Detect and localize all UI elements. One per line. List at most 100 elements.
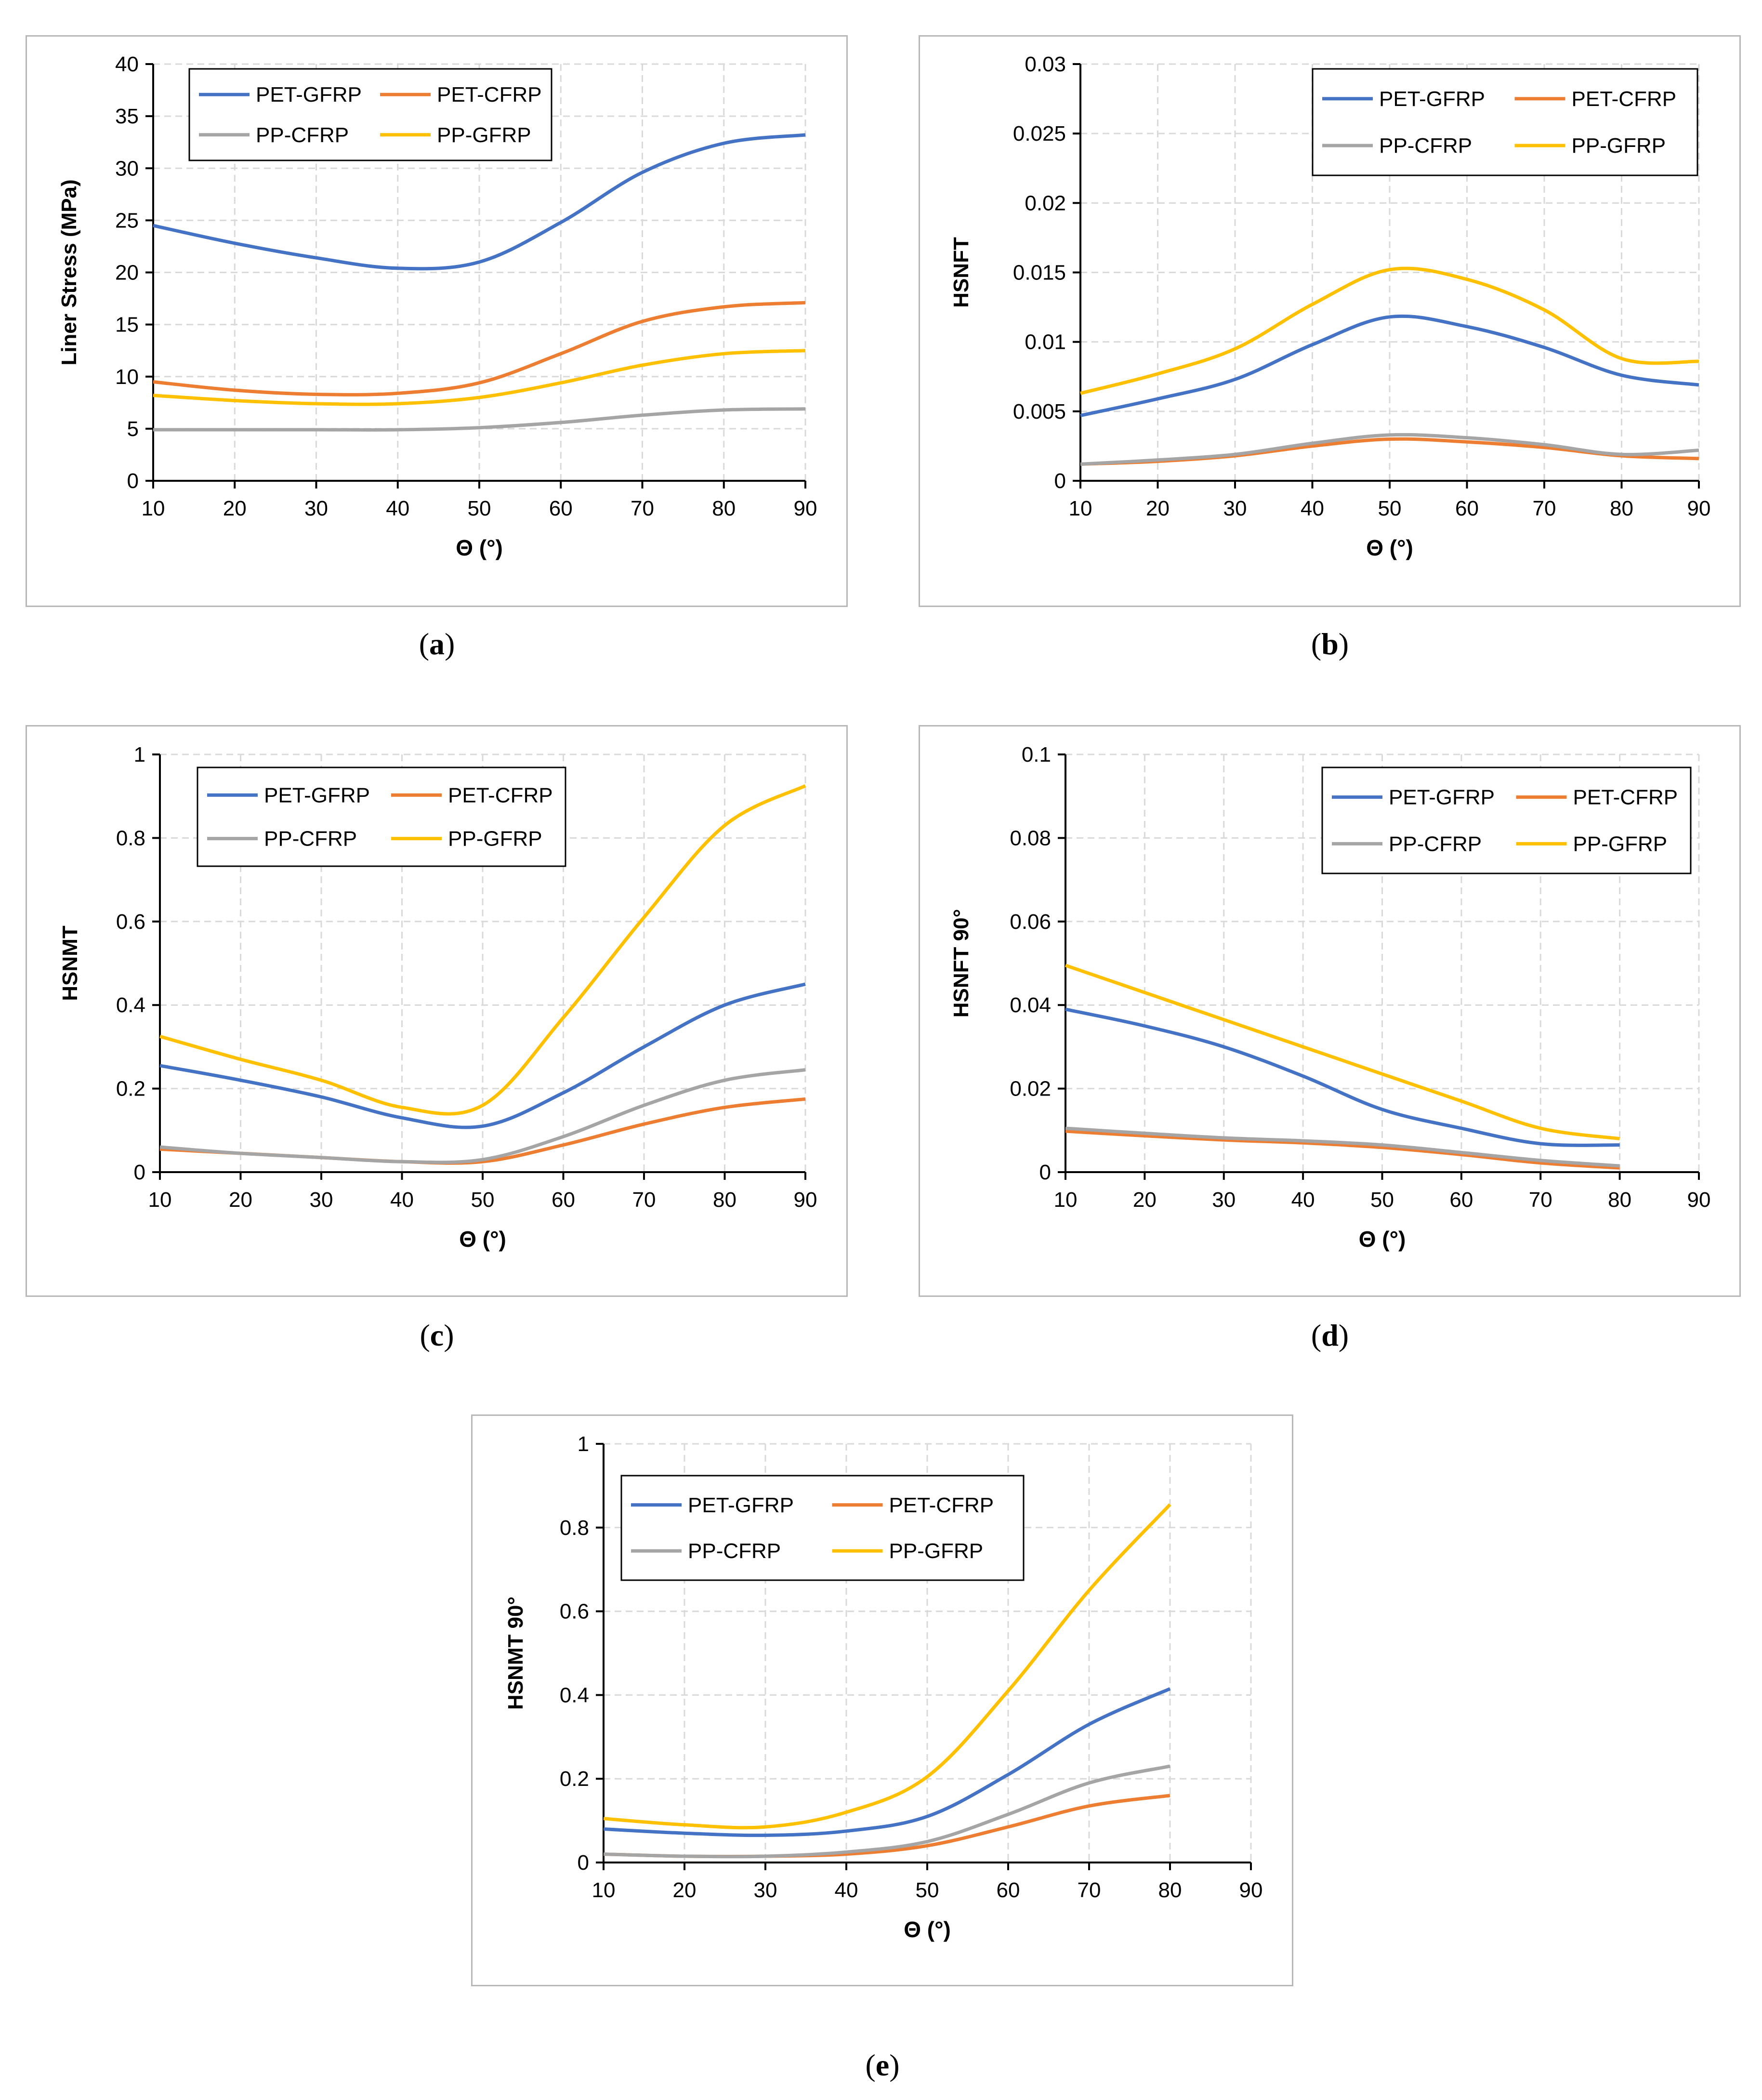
x-tick-label: 70 (1533, 497, 1556, 520)
x-tick-label: 20 (223, 497, 247, 520)
x-tick-label: 30 (1212, 1188, 1236, 1212)
series-line-pet-cfrp (153, 301, 806, 396)
series-line-pet-gfrp (159, 982, 806, 1129)
y-tick-label: 0 (1039, 1161, 1051, 1184)
series-line-pet-gfrp (1080, 314, 1699, 417)
x-tick-label: 10 (1069, 497, 1092, 520)
x-tick-label: 50 (1378, 497, 1402, 520)
x-axis-label: Θ (°) (1359, 1227, 1406, 1252)
y-tick-label: 0.2 (116, 1077, 145, 1101)
legend: PET-GFRP PET-CFRP PP-CFRP PP-GFRP (188, 68, 552, 161)
series-line-pp-gfrp (159, 784, 806, 1116)
series-line-pet-gfrp (153, 133, 806, 271)
x-tick-label: 60 (1455, 497, 1479, 520)
legend-box (197, 766, 566, 867)
y-tick-label: 10 (115, 365, 139, 389)
panel-e-caption: (e) (865, 2048, 900, 2082)
x-axis-label: Θ (°) (1366, 535, 1413, 560)
y-tick-label: 0.08 (1010, 826, 1051, 850)
series-line-pet-gfrp (1065, 1007, 1620, 1147)
x-tick-label: 50 (468, 497, 491, 520)
x-tick-label: 90 (794, 497, 817, 520)
chart-d: 10 20 30 40 50 60 70 80 90 0 0.02 0.04 0.06 0.08 0.1 Θ … (949, 743, 1710, 1252)
y-tick-label: 0.2 (560, 1767, 589, 1791)
y-tick-label: 0.005 (1013, 400, 1066, 423)
series-line-pp-cfrp (159, 1068, 806, 1164)
x-tick-label: 50 (1370, 1188, 1394, 1212)
series-line-pp-cfrp (603, 1764, 1170, 1859)
legend: PET-GFRP PET-CFRP PP-CFRP PP-GFRP (1312, 68, 1698, 176)
y-tick-label: 0.8 (116, 826, 145, 850)
series-line-pp-gfrp (603, 1503, 1171, 1830)
x-tick-label: 90 (1687, 497, 1711, 520)
panel-c-caption: (c) (420, 1318, 454, 1352)
legend: PET-GFRP PET-CFRP PP-CFRP PP-GFRP (197, 766, 566, 867)
x-tick-label: 10 (592, 1878, 616, 1902)
series-line-pp-gfrp (153, 349, 806, 406)
legend-label: PP-CFRP (264, 827, 357, 851)
chart-b: 10 20 30 40 50 60 70 80 90 0 0.005 0.01 0.015 0.02 0.0… (949, 53, 1710, 560)
x-axis-label: Θ (°) (459, 1227, 506, 1252)
y-tick-label: 40 (115, 53, 139, 76)
x-tick-label: 20 (673, 1878, 697, 1902)
x-axis-label: Θ (°) (456, 535, 503, 560)
panel-a-caption: (a) (419, 627, 455, 661)
y-tick-label: 0.4 (560, 1683, 589, 1707)
x-tick-label: 20 (229, 1188, 252, 1212)
y-tick-label: 30 (115, 157, 139, 180)
legend-label: PET-CFRP (437, 83, 542, 106)
y-tick-label: 0.01 (1025, 330, 1066, 354)
y-axis-label: HSNFT (949, 237, 973, 308)
y-tick-label: 0.015 (1013, 261, 1066, 285)
x-tick-label: 80 (712, 497, 736, 520)
legend-label: PP-CFRP (256, 123, 349, 147)
x-tick-label: 40 (1301, 497, 1324, 520)
y-axis-label: HSNMT 90° (504, 1597, 527, 1710)
legend-label: PET-CFRP (889, 1493, 994, 1517)
panel-d-caption: (d) (1311, 1318, 1349, 1352)
x-tick-label: 20 (1146, 497, 1170, 520)
x-tick-label: 30 (754, 1878, 777, 1902)
x-tick-label: 70 (1078, 1878, 1101, 1902)
legend-label: PP-GFRP (889, 1539, 984, 1563)
y-tick-label: 0.4 (116, 993, 145, 1017)
x-tick-label: 30 (1223, 497, 1247, 520)
x-tick-label: 70 (631, 497, 654, 520)
x-tick-label: 10 (148, 1188, 172, 1212)
x-tick-label: 40 (390, 1188, 414, 1212)
series-line-pp-gfrp (1065, 964, 1620, 1141)
series-line-pp-cfrp (1065, 1126, 1620, 1168)
x-tick-label: 60 (1449, 1188, 1473, 1212)
x-tick-label: 60 (997, 1878, 1020, 1902)
x-tick-label: 40 (1291, 1188, 1315, 1212)
x-tick-label: 30 (304, 497, 328, 520)
legend-label: PP-GFRP (448, 827, 542, 851)
y-tick-label: 0.04 (1010, 993, 1051, 1017)
legend-label: PP-GFRP (1573, 832, 1668, 856)
x-tick-label: 40 (386, 497, 409, 520)
series-line-pet-gfrp (603, 1687, 1171, 1837)
legend-label: PP-CFRP (1379, 134, 1472, 158)
legend-box (188, 68, 552, 161)
x-tick-label: 60 (552, 1188, 575, 1212)
legend-label: PP-GFRP (437, 123, 531, 147)
chart-a: 10 20 30 40 50 60 70 80 90 0 5 10 15 20 25 30 35 40 Θ (°) L… (57, 53, 817, 560)
legend-label: PET-CFRP (1573, 786, 1678, 809)
y-tick-label: 1 (134, 743, 145, 766)
y-tick-label: 0 (1054, 469, 1066, 493)
y-tick-label: 0.02 (1010, 1077, 1051, 1101)
series-line-pp-gfrp (1080, 266, 1699, 395)
y-tick-label: 0.06 (1010, 910, 1051, 934)
y-tick-label: 0 (134, 1161, 145, 1184)
legend-label: PET-GFRP (256, 83, 362, 106)
y-tick-label: 0.02 (1025, 191, 1066, 215)
x-tick-label: 50 (916, 1878, 939, 1902)
y-tick-label: 0.6 (560, 1600, 589, 1624)
y-tick-label: 0.6 (116, 910, 145, 934)
chart-e: 10 20 30 40 50 60 70 80 90 0 0.2 0.4 0.6 0.8 1 Θ (°) HSN… (504, 1432, 1262, 1942)
x-tick-label: 80 (713, 1188, 736, 1212)
y-tick-label: 0.03 (1025, 53, 1066, 76)
y-tick-label: 0 (127, 469, 139, 493)
legend: PET-GFRP PET-CFRP PP-CFRP PP-GFRP (1321, 766, 1692, 874)
